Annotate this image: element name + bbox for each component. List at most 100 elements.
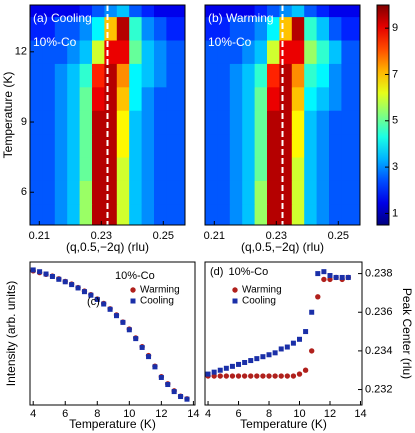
heatmap-cell — [67, 5, 80, 18]
y-tick-label: 3 — [392, 161, 398, 173]
x-tick-label: 0.21 — [204, 230, 225, 242]
sample-label: 10%-Co — [208, 35, 252, 49]
heatmap-cell — [341, 133, 355, 158]
heatmap-cell — [178, 133, 185, 158]
heatmap-cell — [217, 180, 231, 205]
heatmap-cell — [104, 40, 118, 64]
x-tick-label: 10 — [293, 408, 305, 420]
heatmap-cell — [304, 157, 317, 181]
point — [229, 373, 236, 379]
heatmap-cell — [329, 157, 342, 181]
heatmap-cell — [316, 40, 330, 64]
plot-frame — [29, 4, 186, 226]
heatmap-cell — [341, 5, 355, 18]
heatmap-cell — [217, 63, 231, 88]
heatmap-cell — [267, 16, 280, 41]
heatmap-cell — [129, 203, 142, 225]
heatmap-cell — [279, 110, 293, 135]
point — [152, 364, 158, 370]
heatmap-cell — [129, 16, 142, 41]
point — [266, 373, 272, 379]
heatmap-cell — [205, 133, 218, 158]
point — [217, 367, 223, 373]
heatmap-cell — [291, 180, 305, 205]
heatmap-cell — [92, 63, 105, 88]
heatmap-cell — [30, 5, 43, 18]
heatmap-cell — [92, 133, 105, 158]
x-axis-label: (q,0.5,−2q) (rlu) — [66, 240, 149, 254]
heatmap-cell — [154, 133, 167, 158]
heatmap-cell — [229, 16, 243, 41]
point — [43, 271, 49, 277]
heatmap-cell — [54, 157, 68, 181]
y-tick-label: 9 — [21, 116, 27, 128]
heatmap-cell — [30, 203, 43, 225]
heatmap-cell — [254, 110, 268, 135]
heatmap-cell — [316, 86, 330, 111]
heatmap-cell — [104, 5, 118, 18]
heatmap-cell — [229, 180, 243, 205]
heatmap-cell — [178, 157, 185, 181]
point — [62, 279, 68, 285]
heatmap-cell — [42, 40, 56, 64]
heatmap-cell — [341, 180, 355, 205]
heatmap-cell — [154, 157, 167, 181]
heatmap-cell — [279, 5, 293, 18]
heatmap-cell — [79, 203, 93, 225]
sample-label: 10%-Co — [228, 266, 268, 278]
heatmap-cell — [279, 16, 293, 41]
point — [211, 373, 217, 379]
heatmap-cell — [353, 40, 360, 64]
point — [114, 313, 120, 319]
heatmap-cell — [205, 5, 218, 18]
heatmap-cell — [279, 203, 293, 225]
heatmap-cell — [116, 110, 130, 135]
heatmap-cell — [279, 86, 293, 111]
heatmap-cell — [242, 16, 255, 41]
point — [296, 371, 303, 377]
heatmap-cell — [129, 110, 142, 135]
x-tick-label: 8 — [266, 408, 272, 420]
x-tick-label: 0.25 — [328, 230, 349, 242]
heatmap-cell — [116, 63, 130, 88]
heatmap-cell — [79, 40, 93, 64]
point — [69, 282, 75, 288]
y-tick-label: 6 — [21, 186, 27, 198]
heatmap-cell — [92, 86, 105, 111]
point — [94, 296, 100, 302]
x-axis-label: Temperature (K) — [240, 417, 327, 431]
x-tick-label: 14 — [187, 408, 199, 420]
heatmap-cell — [229, 110, 243, 135]
heatmap-cell — [205, 203, 218, 225]
y-tick-label: 0.234 — [365, 345, 393, 357]
heatmap-cell — [205, 40, 218, 64]
heatmap-cell — [154, 40, 167, 64]
heatmap-cell — [242, 180, 255, 205]
heatmap-cell — [329, 63, 342, 88]
point — [309, 309, 315, 315]
heatmap-cell — [67, 110, 80, 135]
heatmap-cell — [267, 180, 280, 205]
heatmap-cell — [178, 86, 185, 111]
point — [235, 373, 242, 379]
heatmap-cell — [54, 63, 68, 88]
heatmap-cell — [341, 203, 355, 225]
heatmap-cell — [329, 110, 342, 135]
heatmap-cell — [166, 86, 180, 111]
heatmap-cell — [104, 157, 118, 181]
legend-marker — [130, 287, 136, 293]
heatmap-cell — [104, 63, 118, 88]
sample-label: 10%-Co — [115, 270, 155, 282]
heatmap-cell — [254, 86, 268, 111]
heatmap-cell — [254, 40, 268, 64]
heatmap-cell — [329, 180, 342, 205]
heatmap-cell — [54, 110, 68, 135]
heatmap-cell — [267, 63, 280, 88]
heatmap-cell — [141, 110, 155, 135]
heatmap-cell — [291, 40, 305, 64]
heatmap-cell — [353, 86, 360, 111]
heatmap-cell — [154, 180, 167, 205]
heatmap-cell — [353, 63, 360, 88]
heatmap-cell — [166, 203, 180, 225]
heatmap-cell — [67, 63, 80, 88]
